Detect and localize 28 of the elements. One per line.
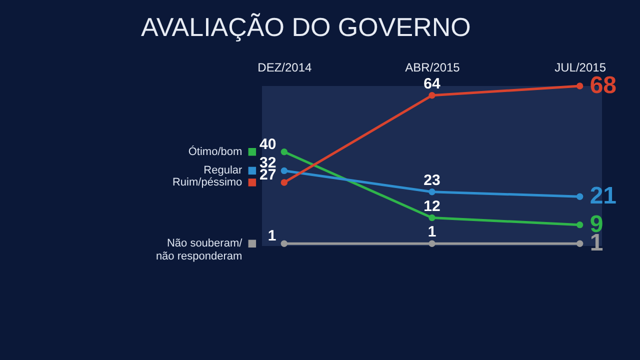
point	[428, 92, 436, 99]
chart-title: AVALIAÇÃO DO GOVERNO	[140, 12, 471, 42]
data-label: 23	[424, 172, 440, 189]
x-tick-label: JUL/2015	[554, 60, 606, 74]
point	[280, 240, 288, 247]
point	[576, 82, 584, 90]
point	[428, 240, 436, 247]
data-label: 1	[268, 228, 276, 245]
point	[280, 167, 288, 174]
data-label: 68	[590, 72, 617, 99]
legend-label: Ruim/péssimo	[172, 176, 242, 188]
data-label: 64	[424, 75, 441, 92]
point	[576, 221, 584, 228]
point	[428, 188, 436, 196]
legend-label: Não souberam/ não responderam	[156, 238, 244, 263]
point	[576, 193, 584, 200]
data-label: 40	[259, 136, 276, 153]
data-label: 12	[424, 198, 440, 215]
x-tick-label: ABR/2015	[405, 60, 460, 74]
data-label: 21	[590, 182, 617, 210]
point	[280, 148, 288, 156]
data-label: 1	[428, 224, 436, 241]
point	[576, 240, 584, 247]
x-tick-label: DEZ/2014	[258, 60, 312, 74]
point	[428, 214, 436, 222]
legend-label: Regular	[204, 164, 242, 177]
point	[280, 179, 288, 186]
legend-label: Ótimo/bom	[188, 144, 242, 158]
